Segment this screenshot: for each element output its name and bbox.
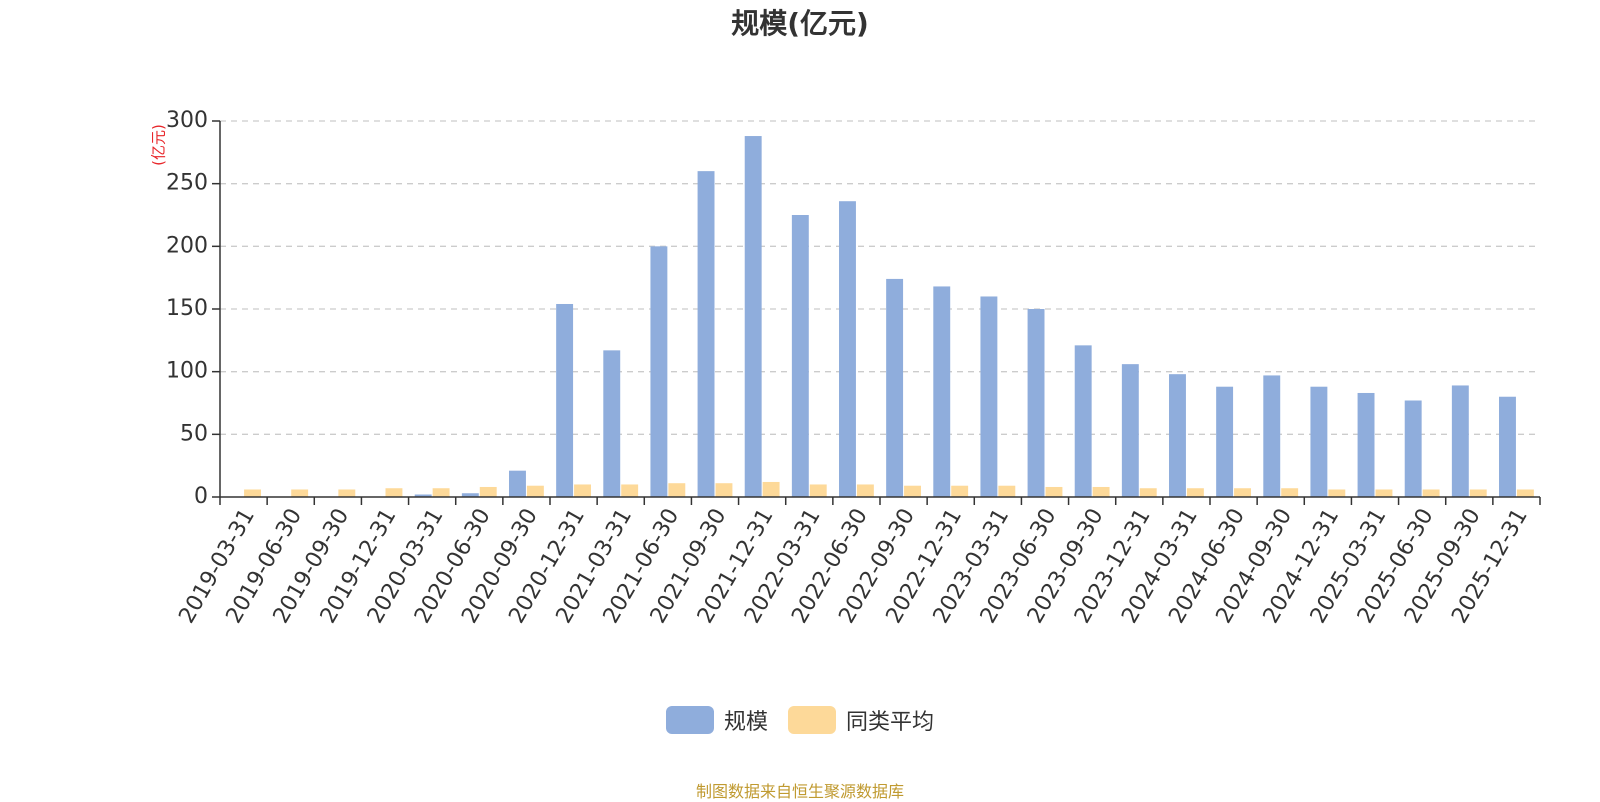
bar-peer-average (904, 485, 921, 497)
bar-scale (744, 136, 762, 498)
bar-peer-average (668, 483, 686, 497)
bar-scale (1404, 400, 1422, 497)
legend-item[interactable]: 规模 (665, 704, 768, 736)
bar-peer-average (621, 484, 639, 497)
legend-item[interactable]: 同类平均 (788, 704, 934, 736)
bar-peer-average (1469, 489, 1487, 497)
legend: 规模 同类平均 (0, 704, 1600, 736)
bar-peer-average (1422, 489, 1440, 497)
bar-scale (980, 296, 998, 497)
bar-scale (650, 246, 668, 497)
bar-peer-average (762, 481, 780, 497)
bar-scale (1310, 386, 1328, 497)
y-tick-label: 300 (166, 108, 208, 133)
bar-peer-average (1045, 486, 1063, 497)
bar-scale (1216, 386, 1234, 497)
bar-scale (1169, 374, 1186, 497)
bar-scale (697, 171, 715, 497)
bar-scale (461, 493, 479, 497)
bar-scale (1121, 364, 1139, 497)
y-axis-label: (亿元) (150, 124, 168, 166)
bar-scale (1263, 375, 1281, 497)
bar-peer-average (809, 484, 827, 497)
y-tick-label: 250 (166, 171, 208, 196)
bar-peer-average (432, 488, 450, 497)
y-tick-label: 100 (166, 359, 208, 384)
y-tick-label: 50 (180, 421, 208, 446)
bars (244, 136, 1534, 498)
bar-peer-average (338, 489, 356, 497)
bar-peer-average (1092, 486, 1110, 497)
y-tick-label: 200 (166, 233, 208, 258)
bar-scale (791, 215, 809, 497)
bar-peer-average (951, 485, 969, 497)
bar-scale (933, 286, 951, 497)
bar-scale (1499, 396, 1516, 497)
bar-scale (556, 303, 574, 497)
legend-label: 规模 (723, 710, 768, 735)
legend-swatch (665, 706, 714, 734)
bar-peer-average (856, 484, 874, 497)
bar-peer-average (385, 488, 403, 497)
bar-peer-average (244, 489, 261, 497)
bar-scale (886, 278, 904, 497)
bar-peer-average (1281, 488, 1299, 497)
bar-peer-average (998, 485, 1016, 497)
bar-peer-average (291, 489, 309, 497)
bar-peer-average (526, 485, 544, 497)
source-note: 制图数据来自恒生聚源数据库 (695, 782, 904, 801)
y-tick-label: 0 (194, 484, 208, 509)
bar-peer-average (1375, 489, 1393, 497)
bar-peer-average (1234, 488, 1251, 497)
bar-scale (1027, 309, 1045, 497)
legend-label: 同类平均 (846, 710, 935, 735)
grid-lines (220, 120, 1540, 435)
bar-peer-average (1186, 488, 1204, 497)
bar-peer-average (1328, 489, 1346, 497)
bar-scale (1451, 385, 1469, 497)
bar-peer-average (1139, 488, 1157, 497)
bar-scale (839, 201, 856, 498)
y-tick-label: 150 (166, 296, 208, 321)
legend-swatch (788, 706, 836, 734)
bar-scale (414, 494, 432, 497)
bar-scale (603, 350, 621, 497)
bar-peer-average (479, 486, 497, 497)
bar-scale (1074, 345, 1092, 497)
bar-peer-average (715, 483, 733, 497)
chart-title: 规模(亿元) (731, 7, 869, 40)
bar-peer-average (574, 484, 591, 497)
bar-scale (509, 470, 526, 497)
bar-peer-average (1516, 489, 1534, 497)
bar-scale (1357, 392, 1375, 497)
